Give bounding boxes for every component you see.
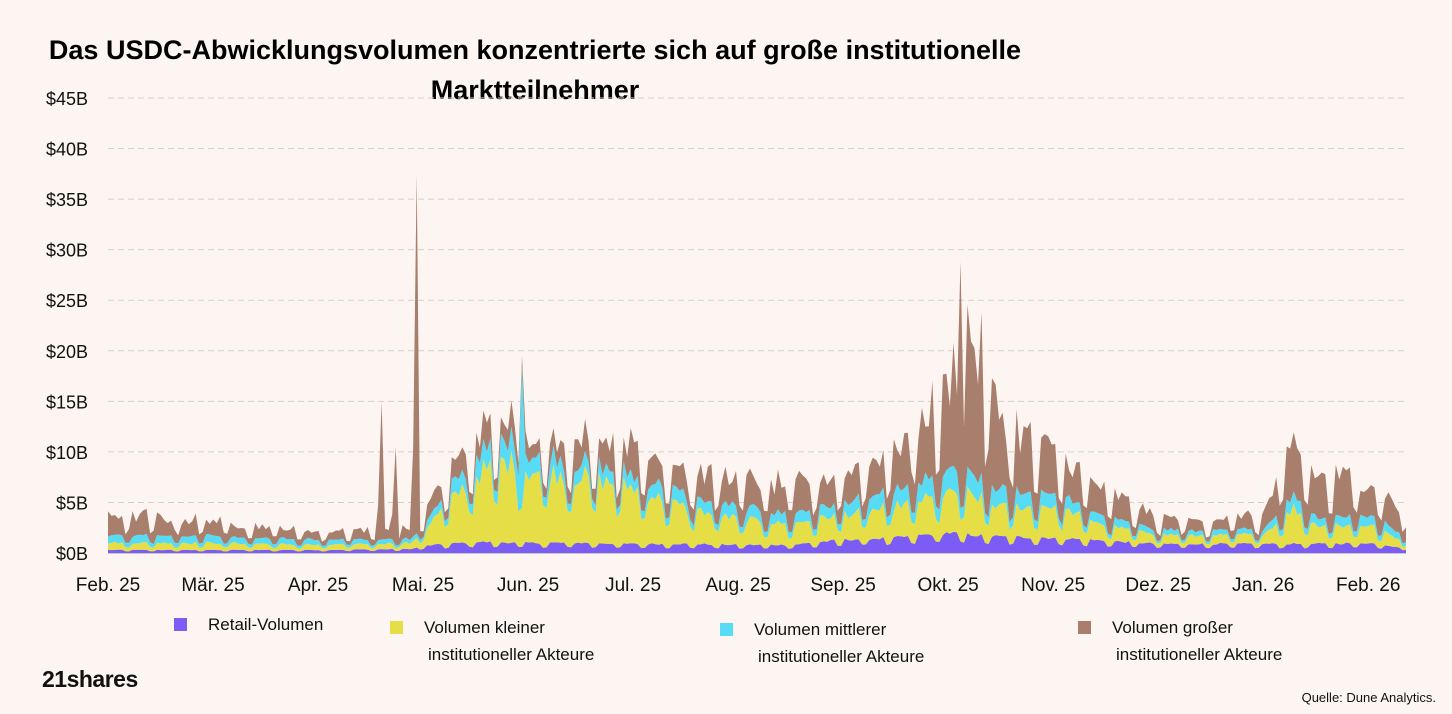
chart-title-line1: Das USDC-Abwicklungsvolumen konzentriert… bbox=[48, 35, 1022, 65]
legend-swatch bbox=[720, 623, 733, 636]
area-retail-volumen bbox=[108, 531, 1406, 553]
legend-swatch bbox=[174, 618, 187, 631]
y-tick-label: $5B bbox=[56, 493, 88, 513]
x-tick-label: Jan. 26 bbox=[1232, 575, 1294, 596]
legend-label: Volumen großer bbox=[1112, 618, 1233, 637]
source-note: Quelle: Dune Analytics. bbox=[1301, 690, 1436, 705]
x-tick-label: Okt. 25 bbox=[918, 575, 979, 596]
y-tick-label: $25B bbox=[46, 291, 88, 311]
x-tick-label: Mai. 25 bbox=[392, 575, 454, 596]
x-tick-label: Feb. 26 bbox=[1336, 575, 1400, 596]
y-tick-label: $35B bbox=[46, 190, 88, 210]
x-tick-label: Aug. 25 bbox=[705, 575, 771, 596]
legend-swatch bbox=[390, 621, 403, 634]
x-tick-label: Dez. 25 bbox=[1125, 575, 1190, 596]
logo-21shares: 21shares bbox=[42, 666, 138, 692]
legend-item: Volumen mittlerer institutioneller Akteur… bbox=[720, 616, 925, 670]
y-tick-label: $10B bbox=[46, 443, 88, 463]
y-tick-label: $45B bbox=[46, 89, 88, 109]
area-volumen-kleiner bbox=[108, 450, 1406, 552]
area-layers bbox=[108, 173, 1406, 553]
legend-item: Retail-Volumen bbox=[174, 611, 324, 638]
legend-label: Retail-Volumen bbox=[208, 615, 324, 634]
x-tick-label: Nov. 25 bbox=[1021, 575, 1085, 596]
area-volumen-gro-er bbox=[108, 173, 1406, 546]
y-axis: $0B $5B $10B $15B $20B $25B $30B $35B $40B $45B bbox=[46, 89, 88, 564]
area-volumen-mittlerer bbox=[108, 365, 1406, 549]
x-axis: Feb. 25 Mär. 25 Apr. 25 Mai. 25 Jun. 25 Jul. … bbox=[76, 575, 1401, 596]
x-tick-label: Mär. 25 bbox=[181, 575, 244, 596]
x-tick-label: Jun. 25 bbox=[497, 575, 559, 596]
x-tick-label: Apr. 25 bbox=[288, 575, 348, 596]
y-tick-label: $0B bbox=[56, 544, 88, 564]
y-tick-label: $30B bbox=[46, 241, 88, 261]
legend-label-line2: institutioneller Akteure bbox=[428, 645, 595, 664]
legend-label-line2: institutioneller Akteure bbox=[1116, 645, 1283, 664]
chart-title-line2: Marktteilnehmer bbox=[430, 75, 640, 105]
chart-title: Das USDC-Abwicklungsvolumen konzentriert… bbox=[0, 30, 1070, 110]
y-tick-label: $40B bbox=[46, 140, 88, 160]
legend-label: Volumen kleiner bbox=[424, 618, 545, 637]
legend-label-line2: institutioneller Akteure bbox=[758, 647, 925, 666]
legend-item: Volumen kleiner institutioneller Akteure bbox=[390, 614, 595, 668]
legend-label: Volumen mittlerer bbox=[754, 620, 887, 639]
y-tick-label: $20B bbox=[46, 342, 88, 362]
x-tick-label: Jul. 25 bbox=[605, 575, 661, 596]
legend-swatch bbox=[1078, 621, 1091, 634]
x-tick-label: Sep. 25 bbox=[810, 575, 876, 596]
x-tick-label: Feb. 25 bbox=[76, 575, 140, 596]
y-tick-label: $15B bbox=[46, 392, 88, 412]
legend-item: Volumen großer institutioneller Akteure bbox=[1078, 614, 1283, 668]
